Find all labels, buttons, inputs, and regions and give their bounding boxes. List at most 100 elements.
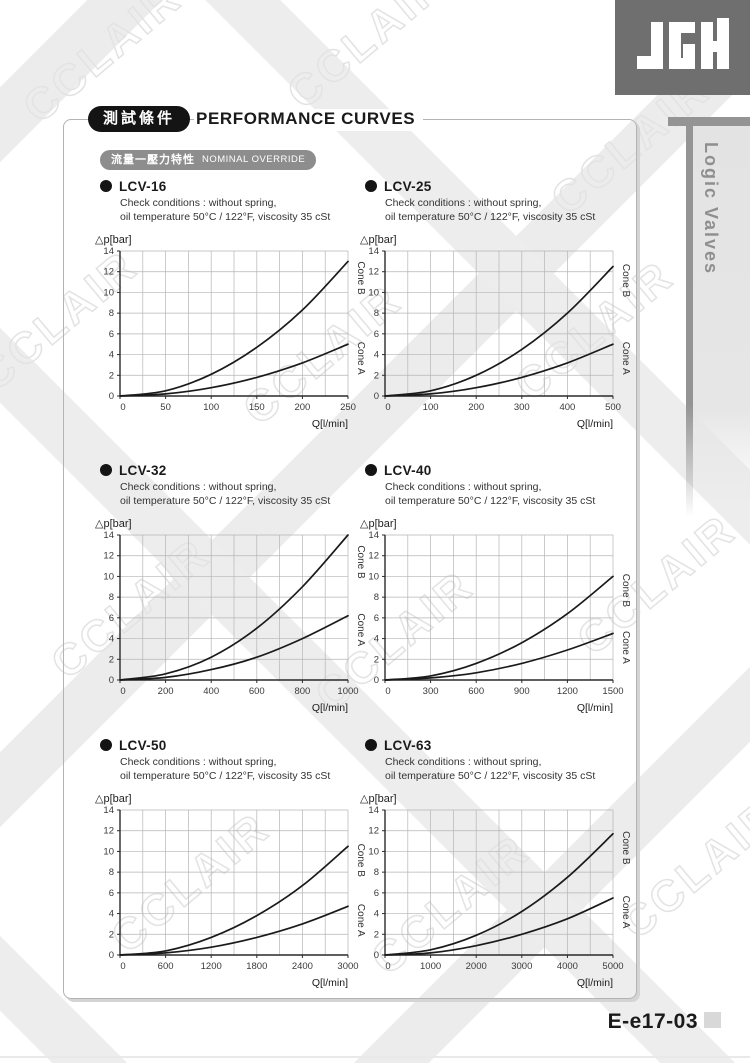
chart-lcv-63: LCV-63 Check conditions : without spring… xyxy=(360,737,631,989)
svg-text:10: 10 xyxy=(103,846,114,857)
y-tick-labels: 0 2 4 6 8 10 12 14 xyxy=(368,246,379,402)
svg-text:0: 0 xyxy=(374,391,379,402)
chart-conditions: Check conditions : without spring, oil t… xyxy=(120,481,366,509)
svg-text:4: 4 xyxy=(109,633,114,644)
svg-text:1500: 1500 xyxy=(602,686,623,697)
svg-text:4: 4 xyxy=(374,908,379,919)
brand-logo-box xyxy=(615,0,750,95)
chart-header: LCV-50 xyxy=(100,737,366,753)
x-tick-labels: 0 1000 2000 3000 4000 5000 xyxy=(385,961,623,972)
svg-text:14: 14 xyxy=(103,805,114,816)
svg-text:4: 4 xyxy=(109,908,114,919)
tick-marks xyxy=(382,534,614,683)
bullet-icon xyxy=(100,180,112,192)
svg-text:0: 0 xyxy=(385,686,390,697)
svg-text:8: 8 xyxy=(109,592,114,603)
svg-text:1000: 1000 xyxy=(420,961,441,972)
chart-lcv-50: LCV-50 Check conditions : without spring… xyxy=(95,737,366,989)
svg-text:3000: 3000 xyxy=(511,961,532,972)
plot-area: 0 2 4 6 8 10 12 14 0 1000 2000 3000 4000 5000 Cone B Co… xyxy=(368,805,631,989)
svg-text:8: 8 xyxy=(374,867,379,878)
svg-text:0: 0 xyxy=(374,675,379,686)
chart-title: LCV-16 xyxy=(119,178,167,194)
svg-text:1000: 1000 xyxy=(337,686,358,697)
bullet-icon xyxy=(100,739,112,751)
y-tick-labels: 0 2 4 6 8 10 12 14 xyxy=(368,530,379,686)
chart-header: LCV-32 xyxy=(100,462,366,478)
grid-lines xyxy=(385,809,614,955)
y-tick-labels: 0 2 4 6 8 10 12 14 xyxy=(103,530,114,686)
header-badge: 測試條件 xyxy=(88,106,191,132)
svg-text:12: 12 xyxy=(103,826,114,837)
svg-text:2000: 2000 xyxy=(466,961,487,972)
bullet-icon xyxy=(100,464,112,476)
svg-text:400: 400 xyxy=(203,686,219,697)
svg-text:8: 8 xyxy=(374,592,379,603)
chart-header: LCV-40 xyxy=(365,462,631,478)
tick-marks xyxy=(382,809,614,958)
jgh-logo-icon xyxy=(637,18,729,69)
svg-text:0: 0 xyxy=(120,686,125,697)
chart-lcv-32: LCV-32 Check conditions : without spring… xyxy=(95,462,366,714)
svg-text:10: 10 xyxy=(368,287,379,298)
tick-marks xyxy=(117,809,349,958)
svg-text:10: 10 xyxy=(103,571,114,582)
x-tick-labels: 0 200 400 600 800 1000 xyxy=(120,686,358,697)
y-axis-label: △p[bar] xyxy=(95,233,132,246)
svg-text:300: 300 xyxy=(514,402,530,413)
svg-text:400: 400 xyxy=(559,402,575,413)
page-title: PERFORMANCE CURVES xyxy=(194,109,424,131)
svg-text:250: 250 xyxy=(340,402,356,413)
page-bottom-divider xyxy=(0,1056,750,1058)
chart-title: LCV-32 xyxy=(119,462,167,478)
svg-text:1200: 1200 xyxy=(557,686,578,697)
y-axis-label: △p[bar] xyxy=(360,233,397,246)
sidebar-section-label: Logic Valves xyxy=(701,142,721,276)
svg-text:2: 2 xyxy=(374,929,379,940)
svg-text:12: 12 xyxy=(103,267,114,278)
svg-text:5000: 5000 xyxy=(602,961,623,972)
subtitle-pill: 流量一壓力特性 NOMINAL OVERRIDE xyxy=(100,150,317,170)
condition-line-1: Check conditions : without spring, xyxy=(385,481,542,493)
svg-text:2: 2 xyxy=(374,370,379,381)
condition-line-1: Check conditions : without spring, xyxy=(385,197,542,209)
x-axis-label: Q[l/min] xyxy=(577,702,613,714)
svg-text:8: 8 xyxy=(109,867,114,878)
svg-text:900: 900 xyxy=(514,686,530,697)
curve-label: Cone B xyxy=(620,574,631,608)
svg-text:600: 600 xyxy=(158,961,174,972)
grid-lines xyxy=(385,250,614,396)
grid-lines xyxy=(120,250,349,396)
svg-text:200: 200 xyxy=(158,686,174,697)
y-axis-label: △p[bar] xyxy=(360,517,397,530)
svg-text:100: 100 xyxy=(423,402,439,413)
svg-text:2: 2 xyxy=(109,654,114,665)
svg-text:50: 50 xyxy=(160,402,171,413)
svg-text:10: 10 xyxy=(103,287,114,298)
y-axis-label: △p[bar] xyxy=(360,792,397,805)
svg-text:0: 0 xyxy=(109,391,114,402)
condition-line-2: oil temperature 50°C / 122°F, viscosity … xyxy=(385,769,596,782)
svg-text:800: 800 xyxy=(294,686,310,697)
svg-text:12: 12 xyxy=(368,267,379,278)
svg-text:2: 2 xyxy=(374,654,379,665)
svg-text:14: 14 xyxy=(368,530,379,541)
svg-text:14: 14 xyxy=(103,246,114,257)
chart-header: LCV-16 xyxy=(100,178,366,194)
chart-title: LCV-50 xyxy=(119,737,167,753)
chart-conditions: Check conditions : without spring, oil t… xyxy=(385,756,631,784)
svg-text:200: 200 xyxy=(294,402,310,413)
svg-text:4000: 4000 xyxy=(557,961,578,972)
tick-marks xyxy=(117,250,349,399)
svg-text:4: 4 xyxy=(374,349,379,360)
condition-line-2: oil temperature 50°C / 122°F, viscosity … xyxy=(385,210,596,223)
condition-line-1: Check conditions : without spring, xyxy=(120,756,277,768)
svg-text:12: 12 xyxy=(368,826,379,837)
curve-label: Cone B xyxy=(620,831,631,865)
svg-text:300: 300 xyxy=(423,686,439,697)
chart-lcv-25: LCV-25 Check conditions : without spring… xyxy=(360,178,631,430)
svg-text:6: 6 xyxy=(374,613,379,624)
